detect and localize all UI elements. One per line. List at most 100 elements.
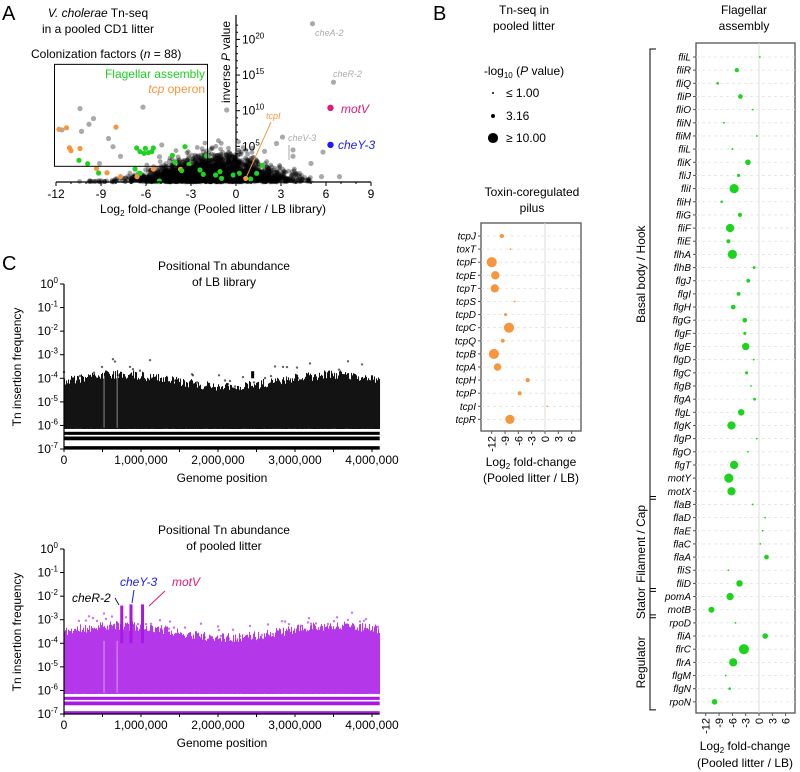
lt-mid: ( (513, 64, 520, 78)
insertion-column (266, 632, 268, 694)
gene-point (243, 155, 249, 161)
gene-point (252, 175, 258, 181)
y-tick-base: 10 (242, 32, 256, 46)
insertion-column (172, 376, 174, 429)
insertion-column (170, 382, 172, 429)
gene-point (288, 173, 294, 179)
insertion-column (356, 629, 358, 694)
insertion-column (193, 634, 195, 694)
insertion-column (326, 378, 328, 429)
gene-point (173, 172, 179, 178)
insertion-point (283, 620, 287, 623)
insertion-column (327, 372, 329, 429)
insertion-column (149, 380, 151, 429)
insertion-column (290, 378, 292, 429)
flagellar-gene-point (96, 170, 102, 176)
insertion-column (128, 375, 130, 429)
gene-dot-tcpA (493, 363, 502, 371)
gene-point (189, 175, 195, 181)
gene-point (268, 175, 274, 180)
insertion-column (285, 631, 287, 694)
gene-point (227, 166, 233, 171)
y-tick-exp: 0 (54, 541, 59, 550)
gene-point (200, 161, 206, 166)
legend-tcp-italic: tcp (148, 82, 164, 96)
insertion-column (333, 376, 335, 429)
insertion-point (149, 377, 153, 380)
insertion-column (186, 382, 188, 429)
insertion-column (330, 623, 332, 694)
insertion-column (262, 384, 264, 429)
insertion-column (89, 625, 91, 694)
gene-point (209, 151, 215, 157)
y-tick-label: 1020 (242, 31, 265, 46)
x-tick-label: 0 (61, 453, 68, 467)
gene-point (193, 170, 199, 176)
gene-point (193, 171, 199, 177)
insertion-column (374, 376, 376, 429)
gene-point (204, 148, 209, 154)
gene-point (182, 173, 187, 178)
insertion-column (67, 383, 69, 429)
insertion-column (274, 382, 276, 429)
gene-point (222, 170, 228, 176)
insertion-point (216, 625, 220, 628)
gene-point (188, 176, 194, 182)
gene-dot-fliP (738, 94, 743, 99)
gene-point (161, 172, 167, 178)
insertion-column (286, 376, 288, 429)
gene-point (205, 173, 210, 179)
insertion-column (224, 388, 226, 429)
gene-point (219, 156, 225, 162)
insertion-column (165, 625, 167, 694)
gene-point (241, 171, 247, 176)
gene-point (281, 177, 287, 183)
gene-point (253, 161, 259, 167)
insertion-column (100, 378, 102, 429)
gene-point (155, 170, 161, 176)
insertion-column (320, 376, 322, 429)
gene-point (214, 163, 220, 169)
gene-point (227, 177, 232, 183)
gene-point (158, 172, 164, 178)
gene-dot-tcpE (491, 271, 500, 280)
gene-point (192, 169, 198, 175)
insertion-column (296, 628, 298, 694)
gene-point (140, 173, 146, 179)
gene-label: flgO (673, 447, 692, 458)
insertion-column (268, 634, 270, 694)
insertion-column (156, 628, 158, 694)
gene-point (225, 159, 231, 165)
gene-point (223, 171, 229, 177)
insertion-column (137, 379, 139, 429)
gene-point (243, 147, 249, 153)
gene-point (206, 166, 211, 172)
gene-point (258, 177, 264, 182)
other-gene-point (273, 140, 280, 147)
insertion-column (303, 380, 305, 429)
gene-label: tcpT (457, 284, 477, 295)
gene-point (161, 170, 166, 176)
gene-point (240, 145, 246, 150)
insertion-column (146, 626, 148, 694)
gene-point (195, 174, 201, 180)
y-tick-label: 100 (40, 541, 58, 556)
insertion-column (226, 636, 228, 694)
gene-point (259, 169, 264, 175)
insertion-column (310, 625, 312, 694)
size-legend-dot (491, 114, 495, 118)
gene-point (154, 170, 160, 176)
y-tick-base: 10 (242, 139, 256, 153)
gene-point (230, 177, 236, 182)
gene-point (250, 145, 255, 151)
gene-point (183, 175, 189, 181)
gene-label: motY (668, 474, 693, 485)
gene-point (158, 171, 164, 177)
gene-point (226, 172, 231, 178)
gene-point (217, 160, 222, 166)
flagellar-gene-point (172, 159, 178, 165)
insertion-column (220, 637, 222, 694)
gene-point (191, 167, 197, 173)
gene-point (259, 173, 264, 179)
panel-b-header-2: pooled litter (493, 19, 555, 33)
